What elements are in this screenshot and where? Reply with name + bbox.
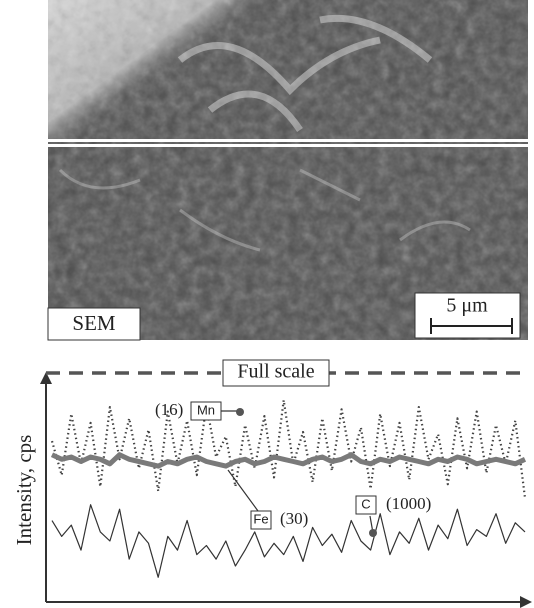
series-scale-label: (1000)	[386, 494, 431, 513]
full-scale-box	[222, 359, 330, 387]
series-name-box	[190, 401, 222, 421]
sem-label: SEM	[72, 311, 116, 335]
y-axis-label: Intensity, cps	[12, 435, 36, 546]
series-line	[50, 399, 527, 499]
sem-image: SEM 5 μm	[47, 0, 528, 341]
series-name-box	[250, 510, 272, 530]
series-scale-label: (30)	[280, 509, 308, 528]
annotation-leader	[227, 469, 259, 512]
annotation-dot	[369, 529, 377, 537]
annotation-dot	[236, 408, 244, 416]
series-line	[50, 452, 527, 469]
series-scale-label: (16)	[155, 400, 183, 419]
series-name: Mn	[197, 402, 215, 417]
series-name-box	[355, 495, 377, 515]
series-name: C	[361, 496, 370, 511]
series-line	[51, 504, 526, 578]
series-name: Fe	[253, 511, 268, 526]
line-scan: Intensity, cps	[12, 372, 532, 608]
full-scale-label: Full scale	[237, 361, 314, 383]
scale-bar-label: 5 μm	[446, 295, 488, 317]
